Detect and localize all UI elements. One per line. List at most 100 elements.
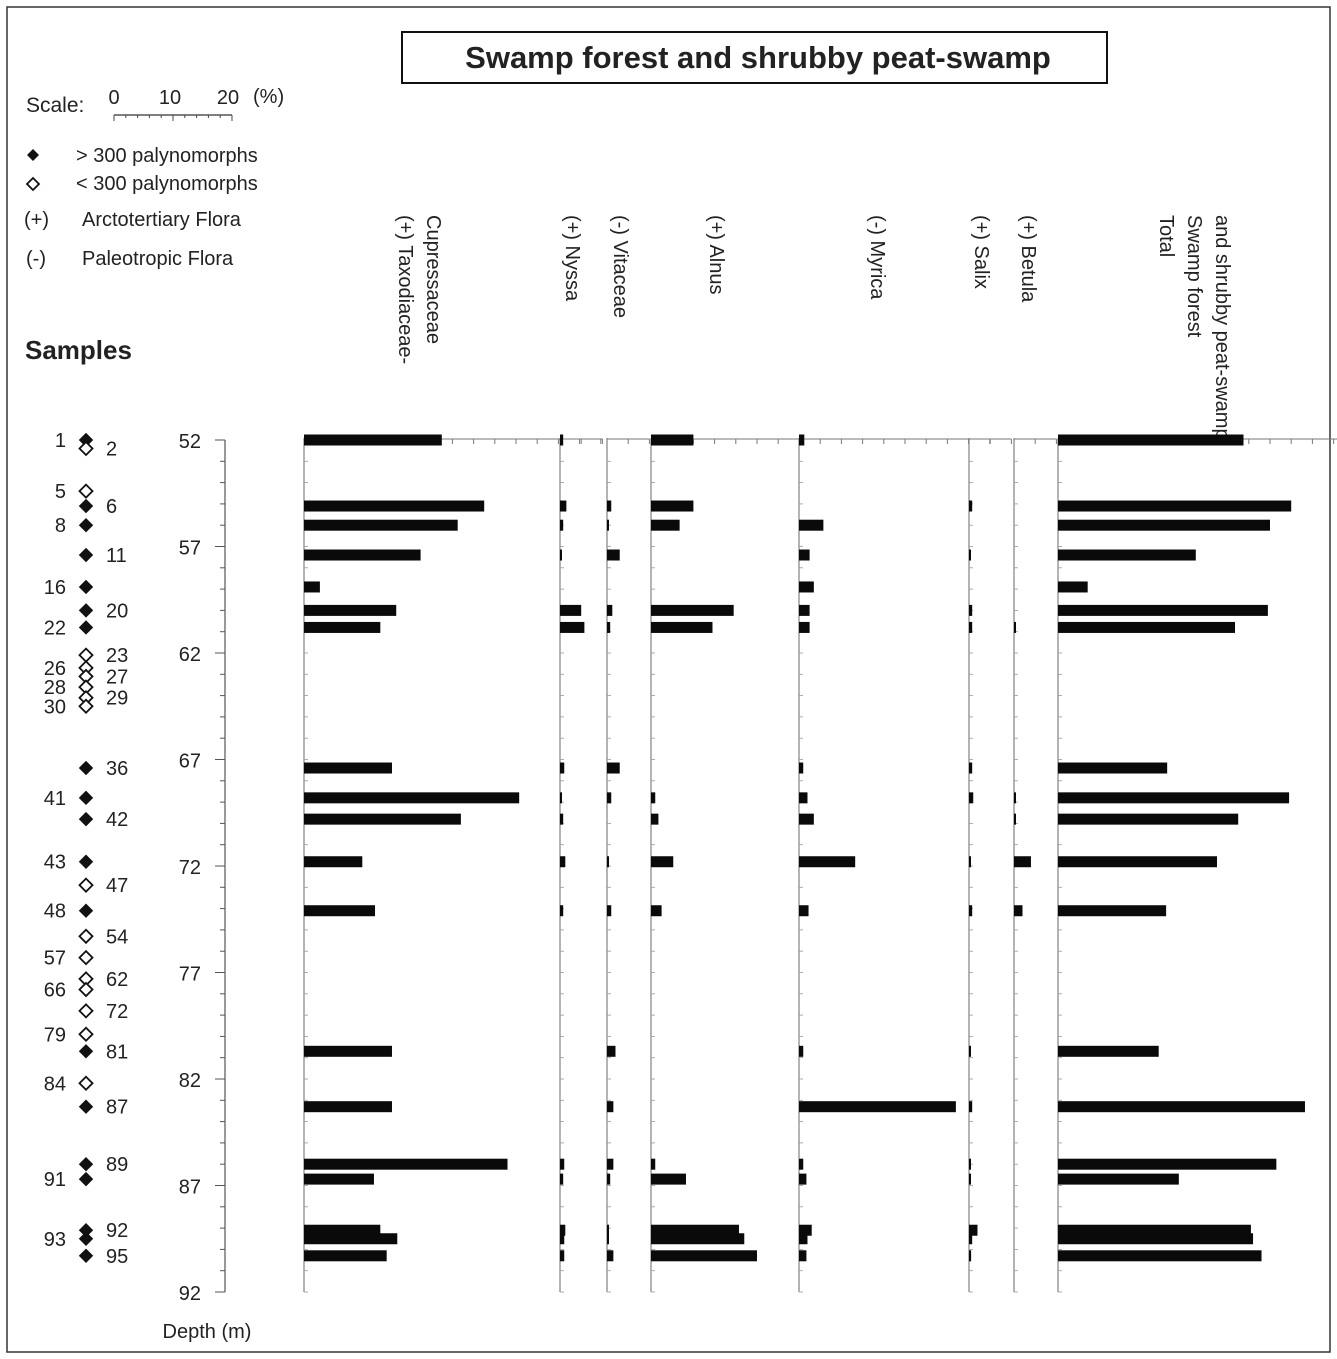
bar-1 <box>560 1224 566 1236</box>
panel-headers: (+) Taxodiaceae- Cupressaceae (+) Nyssa (-)… <box>394 215 1233 440</box>
sample-label: 28 <box>44 677 66 699</box>
bar-7 <box>1058 1250 1262 1262</box>
panel-header-text: (+) Salix <box>970 215 992 289</box>
bar-0 <box>304 434 442 446</box>
bar-7 <box>1058 500 1292 512</box>
bar-4 <box>799 549 810 561</box>
bar-2 <box>607 1158 614 1170</box>
sample-label: 47 <box>106 875 128 897</box>
scale-label: Scale: <box>26 94 84 117</box>
bar-1 <box>560 762 565 774</box>
bar-0 <box>304 604 397 616</box>
bar-0 <box>304 1224 381 1236</box>
bar-4 <box>799 813 814 825</box>
bar-4 <box>799 856 856 868</box>
bar-5 <box>969 1045 971 1057</box>
sample-label: 22 <box>44 617 66 639</box>
bar-0 <box>304 905 376 917</box>
sample-label: 91 <box>44 1169 66 1191</box>
sample-label: 41 <box>44 788 66 810</box>
sample-label: 72 <box>106 1001 128 1023</box>
bar-4 <box>799 792 808 804</box>
sample-label: 8 <box>55 515 66 537</box>
bar-4 <box>799 1045 804 1057</box>
sample-label: 81 <box>106 1041 128 1063</box>
panel-header: Total Swamp forest and shrubby peat-swamp <box>1155 215 1233 440</box>
bar-2 <box>607 792 612 804</box>
legend-text-filled: > 300 palynomorphs <box>76 145 258 167</box>
open-diamond-icon <box>78 1075 94 1092</box>
bar-4 <box>799 1224 812 1236</box>
bar-0 <box>304 1158 508 1170</box>
filled-diamond-icon <box>27 149 39 161</box>
bar-6 <box>1014 856 1031 868</box>
filled-diamond-icon <box>78 760 94 776</box>
panel-header-text: (-) Myrica <box>866 215 888 300</box>
bar-1 <box>560 549 562 561</box>
filled-diamond-icon <box>78 547 94 563</box>
bar-1 <box>560 519 564 531</box>
bar-6 <box>1014 905 1023 917</box>
sample-label: 54 <box>106 926 128 948</box>
bar-5 <box>969 792 974 804</box>
sample-label: 62 <box>106 969 128 991</box>
bar-0 <box>304 1173 374 1185</box>
bar-6 <box>1014 792 1016 804</box>
bar-1 <box>560 1233 565 1245</box>
bar-6 <box>1014 621 1016 633</box>
bar-7 <box>1058 813 1239 825</box>
bar-3 <box>651 500 694 512</box>
bar-1 <box>560 856 566 868</box>
legend-text-open: < 300 palynomorphs <box>76 173 258 195</box>
bar-7 <box>1058 434 1244 446</box>
bar-7 <box>1058 1101 1305 1113</box>
bar-5 <box>969 604 973 616</box>
bar-5 <box>969 856 971 868</box>
sample-label: 89 <box>106 1154 128 1176</box>
sample-label: 36 <box>106 758 128 780</box>
bar-4 <box>799 1101 956 1113</box>
bar-1 <box>560 1158 565 1170</box>
open-diamond-icon <box>78 1003 94 1019</box>
bar-7 <box>1058 1224 1251 1236</box>
bar-0 <box>304 519 458 531</box>
bar-3 <box>651 813 659 825</box>
filled-diamond-icon <box>78 1231 94 1246</box>
open-diamond-icon <box>78 698 94 715</box>
bar-1 <box>560 604 582 616</box>
scale-minor-ticks <box>113 115 233 121</box>
bar-2 <box>607 519 609 531</box>
filled-diamond-icon <box>78 603 94 618</box>
bar-2 <box>607 1101 614 1113</box>
bar-7 <box>1058 792 1290 804</box>
bar-7 <box>1058 549 1196 561</box>
bar-5 <box>969 1224 978 1236</box>
bar-2 <box>607 621 611 633</box>
bar-3 <box>651 1158 656 1170</box>
bar-5 <box>969 1173 971 1185</box>
open-diamond-icon <box>78 483 94 499</box>
sample-label: 6 <box>106 496 117 518</box>
sample-label: 5 <box>55 481 66 503</box>
panel-header-text: and shrubby peat-swamp <box>1211 215 1233 440</box>
filled-diamond-icon <box>78 498 94 514</box>
bar-3 <box>651 1233 745 1245</box>
filled-diamond-icon <box>78 903 94 918</box>
sample-label: 30 <box>44 696 66 718</box>
scale-unit: (%) <box>253 86 284 108</box>
legend-text-arcto: Arctotertiary Flora <box>82 209 242 231</box>
bar-7 <box>1058 1045 1159 1057</box>
sample-label: 48 <box>44 901 66 923</box>
panel-header-text: (+) Nyssa <box>561 215 583 302</box>
sample-label: 93 <box>44 1229 66 1251</box>
bar-6 <box>1014 813 1016 825</box>
sample-label: 1 <box>55 430 66 452</box>
bar-0 <box>304 792 520 804</box>
outer-frame <box>6 6 1331 1353</box>
bar-0 <box>304 1045 392 1057</box>
filled-diamond-icon <box>78 1044 94 1059</box>
title-box <box>401 31 1108 84</box>
bar-0 <box>304 500 485 512</box>
bar-5 <box>969 905 973 917</box>
filled-diamond-icon <box>78 1156 94 1172</box>
